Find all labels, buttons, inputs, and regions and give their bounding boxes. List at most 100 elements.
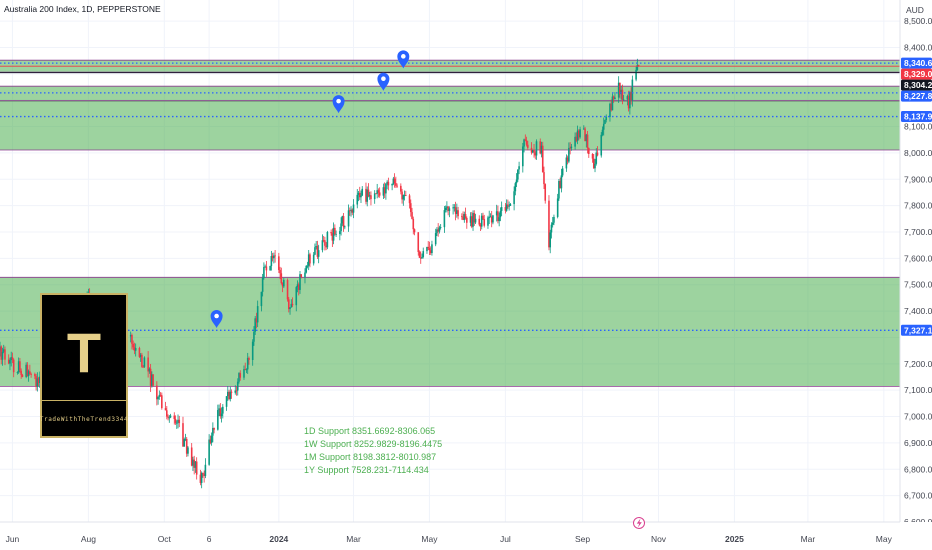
candle-body <box>527 144 529 148</box>
y-tick-label: 6,900.0 <box>904 438 932 448</box>
candle-body <box>289 307 291 310</box>
candle-body <box>273 255 275 259</box>
candle-body <box>209 439 212 443</box>
candle-body <box>466 217 468 223</box>
candle-body <box>213 427 215 430</box>
candle-body <box>544 184 547 201</box>
candle-body <box>524 139 527 141</box>
y-tick-label: 7,200.0 <box>904 359 932 369</box>
location-pin-icon[interactable] <box>332 95 345 114</box>
location-pin-icon[interactable] <box>377 72 390 91</box>
candle-body <box>261 277 264 292</box>
candle-body <box>620 89 622 95</box>
candle-body <box>251 341 254 361</box>
candle-body <box>168 417 171 419</box>
candle-body <box>504 207 507 211</box>
candle-body <box>395 182 397 186</box>
candle-body <box>279 269 281 274</box>
candle-body <box>443 210 446 228</box>
y-tick-label: 6,700.0 <box>904 491 932 501</box>
lightning-icon[interactable] <box>633 517 645 529</box>
candle-body <box>334 227 336 235</box>
candle-body <box>558 181 560 199</box>
candle-body <box>306 265 309 267</box>
candle-body <box>202 472 204 474</box>
candle-body <box>39 376 41 383</box>
candle-body <box>291 303 294 306</box>
candle-body <box>219 408 222 417</box>
candle-body <box>228 391 230 400</box>
candle-body <box>174 418 177 423</box>
candle-body <box>427 246 430 249</box>
candle-body <box>438 227 441 232</box>
x-tick-label: Aug <box>81 534 96 544</box>
candle-body <box>317 250 320 257</box>
location-pin-icon[interactable] <box>397 50 410 69</box>
candle-body <box>621 89 624 100</box>
candle-body <box>513 191 515 205</box>
note-1m: 1M Support 8198.3812-8010.987 <box>304 452 436 462</box>
candle-body <box>575 136 578 141</box>
candle-body <box>472 213 474 227</box>
candle-body <box>269 266 271 271</box>
candle-body <box>377 190 380 193</box>
candle-body <box>405 195 407 196</box>
candle-body <box>341 216 344 224</box>
candle-body <box>12 359 15 373</box>
candle-body <box>35 376 37 387</box>
candle-body <box>402 195 405 200</box>
candle-body <box>500 207 503 211</box>
candle-body <box>335 233 337 235</box>
candle-body <box>452 207 454 209</box>
candle-body <box>456 210 458 214</box>
logo-caption-panel <box>42 401 126 436</box>
candle-body <box>568 147 570 162</box>
x-tick-label: Jun <box>6 534 20 544</box>
candle-body <box>236 381 239 391</box>
candle-body <box>411 212 413 219</box>
candle-body <box>400 185 402 192</box>
candle-body <box>378 192 381 196</box>
candle-body <box>287 299 290 310</box>
candle-body <box>222 406 224 414</box>
candle-body <box>344 226 346 228</box>
candle-body <box>235 390 238 392</box>
candle-body <box>439 227 442 228</box>
price-tag-label: 8,340.6 <box>904 58 932 68</box>
y-tick-label: 7,500.0 <box>904 280 932 290</box>
price-tag <box>901 324 932 336</box>
time-axis[interactable] <box>0 522 932 550</box>
candle-body <box>601 129 604 135</box>
markers <box>210 50 410 328</box>
logo-caption: TradeWithTheTrend3344 <box>40 416 128 423</box>
candle-body <box>574 136 576 147</box>
candle-body <box>220 413 223 417</box>
candle-body <box>539 141 542 154</box>
candle-body <box>264 266 266 268</box>
candle-body <box>469 216 472 223</box>
candle-body <box>351 209 354 213</box>
candle-body <box>490 216 493 223</box>
candle-body <box>487 217 489 226</box>
candle-body <box>159 394 162 396</box>
note-1y: 1Y Support 7528.231-7114.434 <box>304 465 429 475</box>
candle-body <box>256 306 259 323</box>
candle-body <box>169 415 172 418</box>
plot-area[interactable] <box>0 0 900 522</box>
candle-body <box>464 214 467 218</box>
candle-body <box>596 152 599 156</box>
candle-body <box>195 461 198 475</box>
candle-body <box>408 195 411 204</box>
candle-body <box>498 217 500 222</box>
candle-body <box>631 79 634 101</box>
candle-body <box>461 216 463 217</box>
y-tick-label: 8,100.0 <box>904 122 932 132</box>
candle-body <box>525 140 528 145</box>
candle-body <box>367 189 370 197</box>
candle-body <box>595 152 598 164</box>
candle-body <box>431 244 433 254</box>
candle-body <box>280 273 283 284</box>
location-pin-icon[interactable] <box>210 310 223 328</box>
candle-body <box>326 232 329 248</box>
